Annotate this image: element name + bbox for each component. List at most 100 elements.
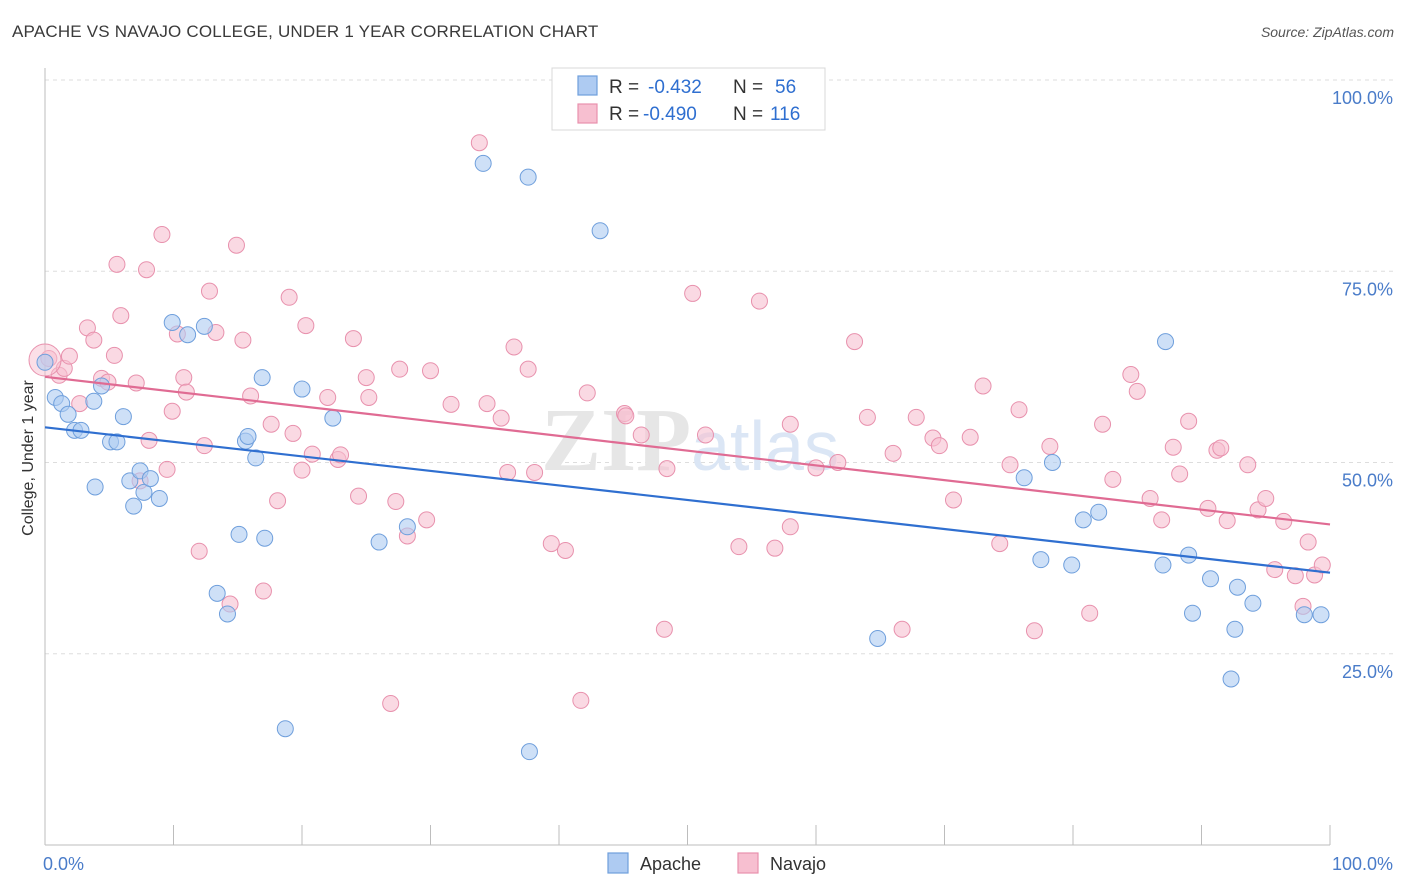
apache-point-22 [218, 605, 236, 623]
navajo-point-92 [1153, 511, 1171, 529]
apache-point-31 [324, 409, 342, 427]
tick-labels: 100.0% 75.0% 50.0% 25.0% 0.0% 100.0% [43, 88, 1393, 874]
navajo-point-41 [357, 369, 375, 387]
navajo-point-112 [730, 538, 748, 556]
watermark: ZIPatlas [541, 391, 839, 490]
navajo-series-label: Navajo [770, 854, 826, 874]
navajo-point-95 [1180, 412, 1198, 430]
navajo-point-113 [422, 362, 439, 380]
axes [44, 68, 1331, 846]
apache-point-15 [135, 483, 153, 501]
apache-point-46 [1157, 333, 1175, 351]
navajo-point-67 [750, 292, 768, 310]
navajo-point-90 [1128, 382, 1146, 400]
apache-series-label: Apache [640, 854, 701, 874]
apache-point-6 [85, 392, 103, 410]
navajo-point-20 [175, 369, 193, 387]
apache-point-7 [86, 478, 104, 496]
apache-point-26 [247, 449, 265, 467]
navajo-legend-swatch [577, 103, 598, 124]
apache-point-17 [150, 489, 168, 507]
apache-point-48 [1184, 604, 1202, 622]
series-legend: Apache Navajo [607, 852, 826, 874]
legend-n-label-2: N = [733, 104, 763, 125]
navajo-point-30 [254, 582, 272, 600]
legend-r-label-1: R = [609, 77, 639, 98]
navajo-point-107 [1299, 533, 1317, 551]
y-tick-label-2: 50.0% [1342, 471, 1393, 491]
navajo-point-37 [319, 388, 337, 406]
apache-point-21 [208, 584, 226, 602]
navajo-point-100 [1239, 456, 1257, 474]
apache-point-28 [256, 529, 274, 547]
navajo-point-78 [944, 491, 962, 509]
apache-point-52 [1228, 578, 1246, 596]
apache-point-34 [474, 154, 492, 172]
apache-point-10 [108, 433, 126, 451]
navajo-point-17 [158, 460, 176, 478]
apache-point-8 [93, 377, 111, 395]
apache-point-19 [179, 326, 197, 344]
navajo-point-31 [262, 415, 280, 433]
navajo-point-51 [492, 409, 510, 427]
apache-point-41 [1043, 454, 1061, 471]
navajo-point-102 [1257, 489, 1275, 507]
legend-r-value-1: -0.432 [648, 77, 702, 98]
navajo-point-65 [684, 284, 702, 302]
apache-point-23 [230, 525, 248, 543]
x-tick-label-0: 0.0% [43, 854, 84, 874]
legend-r-value-2: -0.490 [643, 104, 697, 125]
x-tick-label-1: 100.0% [1332, 854, 1393, 874]
navajo-point-50 [478, 395, 496, 413]
navajo-point-35 [297, 317, 315, 335]
apache-series-swatch [607, 852, 629, 874]
navajo-point-68 [766, 539, 784, 557]
legend-n-value-1: 56 [775, 77, 796, 98]
navajo-point-86 [1081, 604, 1099, 622]
y-tick-label-1: 75.0% [1342, 279, 1393, 299]
navajo-trend-line [44, 375, 1331, 526]
navajo-point-14 [138, 261, 156, 279]
navajo-point-3 [60, 347, 78, 365]
apache-point-43 [1074, 511, 1092, 529]
apache-point-40 [1032, 551, 1050, 569]
navajo-point-6 [85, 331, 103, 349]
navajo-point-87 [1094, 415, 1112, 433]
trend-lines [44, 375, 1331, 574]
navajo-point-53 [505, 338, 523, 356]
navajo-point-28 [234, 331, 252, 349]
navajo-point-18 [163, 402, 181, 420]
apache-point-0 [36, 353, 54, 371]
navajo-point-93 [1164, 438, 1182, 456]
apache-point-30 [293, 380, 311, 398]
navajo-point-79 [961, 428, 979, 446]
navajo-point-82 [1001, 456, 1019, 474]
navajo-point-57 [556, 541, 574, 559]
navajo-point-22 [190, 542, 208, 560]
navajo-point-74 [893, 620, 911, 638]
navajo-point-94 [1171, 465, 1189, 483]
apache-point-12 [121, 472, 139, 490]
navajo-point-45 [391, 360, 409, 378]
apache-point-45 [1154, 556, 1172, 574]
navajo-point-63 [655, 620, 673, 638]
navajo-point-77 [930, 437, 948, 455]
navajo-point-10 [108, 255, 126, 273]
apache-point-13 [125, 497, 143, 515]
source-label: Source: ZipAtlas.com [1260, 24, 1394, 40]
navajo-point-103 [1266, 561, 1284, 579]
navajo-point-104 [1275, 512, 1293, 530]
navajo-point-48 [442, 395, 460, 413]
navajo-point-9 [105, 346, 123, 364]
navajo-point-75 [907, 408, 925, 426]
navajo-point-66 [696, 426, 714, 444]
navajo-point-83 [1010, 401, 1028, 419]
apache-point-51 [1226, 620, 1244, 638]
navajo-point-70 [781, 518, 799, 536]
apache-point-44 [1090, 503, 1108, 521]
apache-point-18 [163, 314, 181, 332]
navajo-point-114 [332, 446, 350, 464]
navajo-point-115 [284, 424, 302, 442]
stats-legend: R = -0.432 N = 56 R = -0.490 N = 116 [551, 67, 826, 131]
